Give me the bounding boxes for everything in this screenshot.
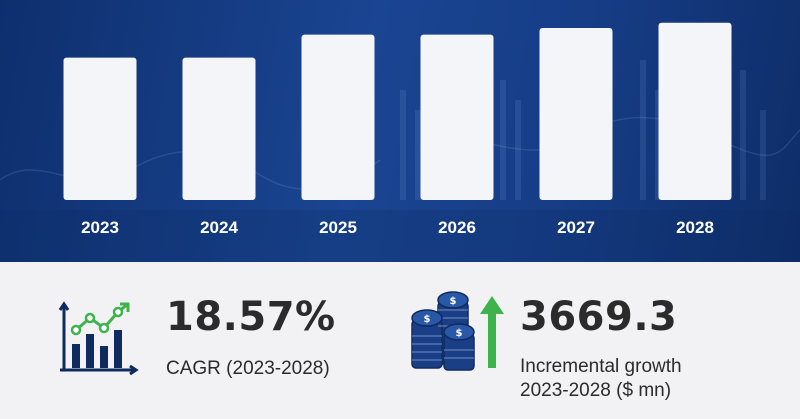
cagr-value: 18.57% [166,294,336,340]
bar-chart: 2023 2024 2025 2026 2027 2028 [63,22,732,237]
x-tick-label-2027: 2027 [557,218,595,237]
svg-text:$: $ [456,328,463,339]
chart-panel: 2023 2024 2025 2026 2027 2028 [0,0,800,262]
bar-2025 [301,34,375,200]
background-decoration [0,60,800,262]
coins-arrow-icon: $ $ $ [411,291,504,371]
incremental-label-line2: 2023-2028 ($ mn) [520,380,672,401]
bar-2024 [182,57,256,200]
bar-2026 [420,34,494,200]
growth-chart-icon [58,301,139,376]
bar-2023 [63,57,137,200]
svg-text:$: $ [450,296,457,307]
x-tick-label-2026: 2026 [438,218,476,237]
cagr-label: CAGR (2023-2028) [166,358,330,379]
bar-2028 [658,22,732,200]
stats-panel: 18.57% CAGR (2023-2028) $ $ $ 3669.3 Inc… [0,262,800,419]
x-tick-label-2025: 2025 [319,218,357,237]
incremental-label-line1: Incremental growth [520,356,682,377]
x-tick-label-2028: 2028 [676,218,714,237]
bar-2027 [539,28,613,200]
x-tick-label-2023: 2023 [81,218,119,237]
x-tick-label-2024: 2024 [200,218,238,237]
svg-text:$: $ [424,314,431,325]
incremental-value: 3669.3 [520,294,678,340]
